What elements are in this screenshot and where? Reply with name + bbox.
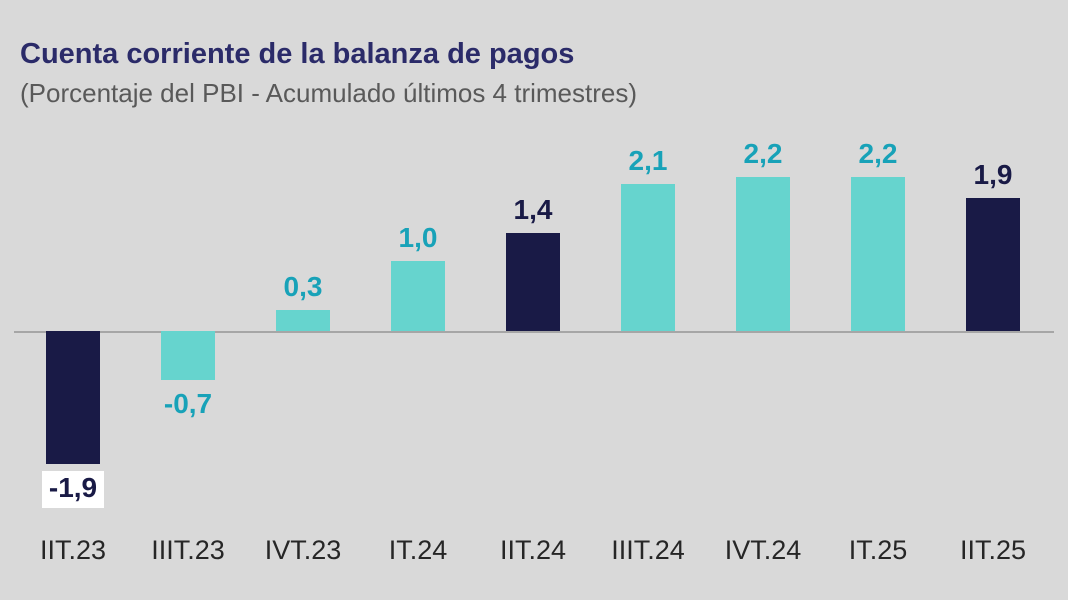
- x-tick-IIIT.23: IIIT.23: [151, 535, 225, 565]
- value-label-IIT.25: 1,9: [973, 159, 1013, 190]
- chart-subtitle: (Porcentaje del PBI - Acumulado últimos …: [20, 78, 638, 108]
- x-tick-IIT.23: IIT.23: [39, 535, 107, 565]
- bar-IIIT.24: [621, 184, 675, 331]
- value-label-IT.25: 2,2: [858, 138, 898, 169]
- bar-IVT.23: [276, 310, 330, 331]
- x-tick-IT.24: IT.24: [388, 535, 448, 565]
- zero-axis-line: [14, 331, 1054, 333]
- x-tick-IIIT.24: IIIT.24: [611, 535, 685, 565]
- value-label-box: -1,9: [41, 471, 105, 508]
- bar-IIT.25: [966, 198, 1020, 331]
- bar-IVT.24: [736, 177, 790, 331]
- x-tick-IT.25: IT.25: [848, 535, 908, 565]
- x-tick-IIT.24: IIT.24: [499, 535, 567, 565]
- bar-IT.24: [391, 261, 445, 331]
- bar-IIIT.23: [161, 331, 215, 380]
- value-label-IIIT.23: -0,7: [163, 388, 213, 419]
- value-label-IVT.24: 2,2: [743, 138, 783, 169]
- value-label-IIIT.24: 2,1: [628, 145, 668, 176]
- x-tick-IVT.24: IVT.24: [724, 535, 802, 565]
- chart-title: Cuenta corriente de la balanza de pagos: [20, 38, 575, 70]
- x-tick-IVT.23: IVT.23: [264, 535, 342, 565]
- x-tick-IIT.25: IIT.25: [959, 535, 1027, 565]
- value-label-IVT.23: 0,3: [283, 271, 323, 302]
- value-label-IT.24: 1,0: [398, 222, 438, 253]
- value-label-IIT.24: 1,4: [513, 194, 553, 225]
- value-label-IIT.23: -1,9: [13, 471, 133, 508]
- bar-IT.25: [851, 177, 905, 331]
- bar-IIT.24: [506, 233, 560, 331]
- bar-IIT.23: [46, 331, 100, 464]
